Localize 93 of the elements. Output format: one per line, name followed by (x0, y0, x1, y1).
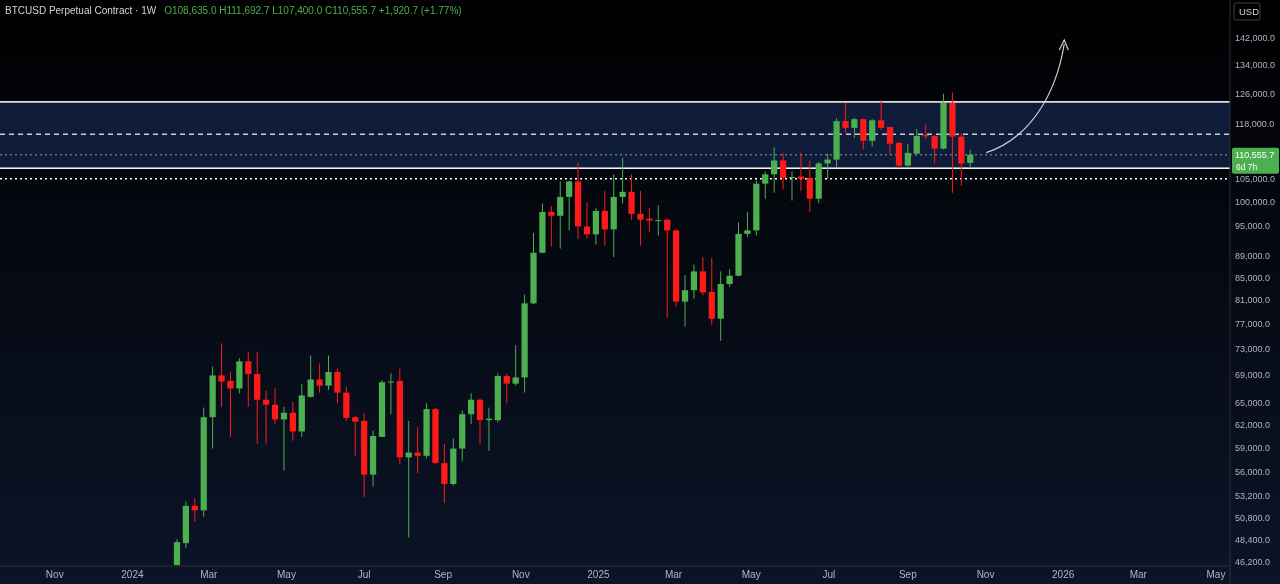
candlestick (931, 134, 938, 164)
y-tick-label: 134,000.0 (1235, 60, 1276, 71)
x-tick-label: Sep (898, 569, 918, 580)
candlestick (441, 443, 448, 504)
candlestick (904, 143, 911, 169)
candlestick (227, 370, 234, 438)
y-tick-label: 59,000.0 (1235, 442, 1271, 453)
x-tick-label: 2024 (121, 569, 144, 580)
candlestick (860, 117, 867, 150)
candlestick (334, 368, 341, 404)
candlestick (913, 128, 920, 155)
x-tick-label: May (1206, 569, 1226, 580)
candlestick (878, 99, 885, 131)
x-tick-label: Jul (822, 569, 836, 580)
candlestick (699, 256, 706, 296)
y-tick-label: 95,000.0 (1235, 220, 1271, 231)
candlestick (744, 211, 751, 238)
x-tick-label: Mar (200, 569, 219, 580)
x-tick-label: May (741, 569, 761, 580)
y-tick-label: 142,000.0 (1235, 33, 1276, 44)
candlestick (655, 204, 662, 236)
y-tick-label: 77,000.0 (1235, 318, 1271, 329)
candlestick (566, 180, 573, 231)
y-tick-label: 73,000.0 (1235, 343, 1271, 354)
candlestick (263, 390, 270, 446)
y-tick-label: 65,000.0 (1235, 397, 1271, 408)
candlestick (646, 207, 653, 233)
x-tick-label: 2026 (1052, 569, 1075, 580)
text: 6d 7h (1236, 161, 1258, 172)
y-axis-title: USD (1239, 6, 1260, 18)
candlestick (468, 392, 475, 425)
y-tick-label: 56,000.0 (1235, 467, 1271, 478)
candlestick (788, 170, 796, 202)
y-tick-label: 69,000.0 (1235, 369, 1271, 380)
y-tick-label: 46,200.0 (1235, 557, 1271, 568)
x-tick-label: Mar (1129, 569, 1148, 580)
chart-title: BTCUSD Perpetual Contract · 1W (5, 4, 157, 16)
y-tick-label: 100,000.0 (1235, 196, 1276, 207)
chart-subtitle: O108,635.0 H111,692.7 L107,400.0 C110,555.7 +1,920.7 (+1.77%) (164, 4, 462, 16)
candlestick (779, 152, 787, 191)
candlestick (664, 218, 671, 318)
x-tick-label: Nov (45, 569, 64, 580)
y-tick-label: 81,000.0 (1235, 295, 1271, 306)
candlestick (557, 180, 564, 250)
y-tick-label: 50,800.0 (1235, 512, 1271, 523)
x-tick-label: Nov (511, 569, 530, 580)
y-tick-label: 105,000.0 (1235, 173, 1276, 184)
candlestick (592, 207, 600, 246)
candlestick (476, 397, 484, 445)
candlestick (681, 274, 689, 328)
candlestick (387, 372, 395, 415)
candlestick (851, 117, 858, 139)
candlestick (307, 355, 314, 399)
x-tick-label: Jul (357, 569, 371, 580)
candlestick (967, 149, 974, 169)
candlestick (895, 141, 903, 169)
candlestick (503, 372, 510, 404)
candlestick (325, 355, 332, 391)
candlestick (271, 387, 279, 425)
y-tick-label: 48,400.0 (1235, 535, 1271, 546)
candlestick (690, 263, 698, 300)
x-tick-label: Nov (976, 569, 995, 580)
y-tick-label: 89,000.0 (1235, 251, 1271, 262)
candlestick (352, 415, 359, 457)
candlestick (512, 344, 519, 387)
candlestick (842, 102, 849, 134)
candlestick (289, 401, 296, 442)
y-tick-label: 126,000.0 (1235, 88, 1276, 99)
y-tick-label: 53,200.0 (1235, 491, 1271, 502)
y-tick-label: 85,000.0 (1235, 272, 1271, 283)
candlestick (869, 118, 876, 148)
x-tick-label: Sep (434, 569, 453, 580)
candlestick (245, 351, 252, 408)
ref-line-label: 110,555.7 (1235, 149, 1275, 160)
candlestick (619, 157, 626, 204)
candlestick (583, 201, 591, 240)
candlestick (806, 159, 813, 213)
x-tick-label: Mar (664, 569, 683, 580)
y-tick-label: 62,000.0 (1235, 419, 1271, 430)
candlestick (886, 126, 894, 155)
candlestick (173, 538, 181, 566)
x-tick-label: May (277, 569, 296, 580)
candlestick (637, 190, 644, 247)
candlestick (316, 362, 323, 394)
x-tick-label: 2025 (587, 569, 611, 580)
candlestick (548, 205, 555, 248)
y-tick-label: 118,000.0 (1235, 119, 1275, 130)
candlestick (762, 170, 769, 200)
candlestick (218, 342, 225, 408)
candlestick (601, 190, 608, 247)
candlestick (414, 426, 421, 474)
candlestick (771, 146, 778, 194)
candlestick (628, 173, 635, 221)
